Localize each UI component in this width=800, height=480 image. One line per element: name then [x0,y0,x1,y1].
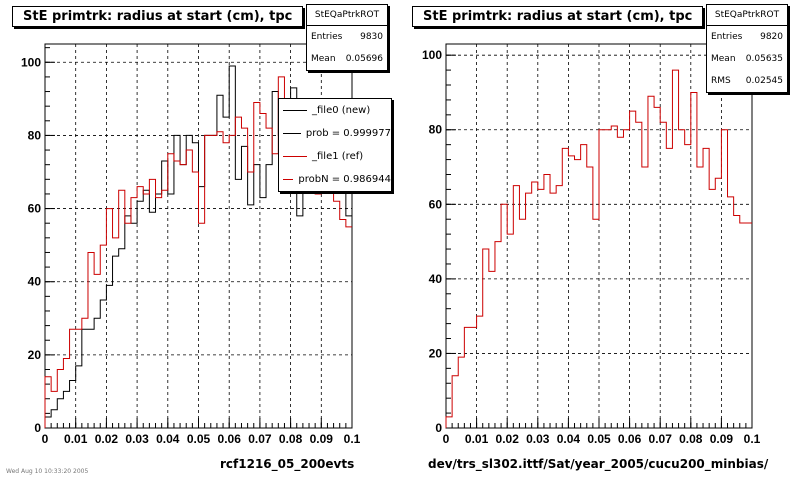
y-tick-label: 40 [429,272,443,286]
panel-1-stats-row: Mean 0.05696 [307,48,387,70]
y-tick-label: 40 [28,275,42,289]
y-tick-label: 60 [429,197,443,211]
x-tick-label: 0.06 [218,432,242,446]
x-tick-label: 0.08 [679,432,703,446]
panel-1-title: StE primtrk: radius at start (cm), tpc [12,6,304,27]
y-tick-label: 20 [429,346,443,360]
x-tick-label: 0 [42,432,49,446]
legend-swatch [283,179,294,180]
y-tick-label: 80 [28,128,42,142]
legend-swatch [283,110,307,111]
x-tick-label: 0 [443,432,450,446]
y-tick-label: 60 [28,202,42,216]
y-tick-label: 100 [422,48,442,62]
y-tick-label: 20 [28,348,42,362]
legend-entry: _file1 (ref) [279,145,391,168]
stat-label: Entries [711,32,743,42]
x-tick-label: 0.03 [526,432,550,446]
panel-1-x-title: rcf1216_05_200evts [220,457,355,471]
legend-label: _file1 (ref) [312,151,364,162]
stat-value: 0.02545 [745,76,783,86]
legend-label: _file0 (new) [312,105,371,116]
legend-label: probN = 0.986944 [298,174,391,185]
x-tick-label: 0.02 [496,432,520,446]
y-tick-label: 0 [435,421,442,435]
stat-label: Mean [311,54,336,64]
x-tick-label: 0.1 [344,432,361,446]
x-tick-label: 0.1 [744,432,761,446]
panel-1-legend: _file0 (new) prob = 0.999977 _file1 (ref… [278,98,392,192]
legend-swatch [283,133,301,134]
x-tick-label: 0.09 [710,432,734,446]
panel-2-stats-row: RMS 0.02545 [707,70,787,92]
x-tick-label: 0.07 [248,432,272,446]
stat-value: 0.05635 [745,54,783,64]
y-tick-label: 0 [34,421,41,435]
histogram-series-line [445,69,752,428]
timestamp-footnote: Wed Aug 10 10:33:20 2005 [6,468,89,475]
x-tick-label: 0.04 [557,432,581,446]
legend-entry: prob = 0.999977 [279,122,391,145]
legend-entry: _file0 (new) [279,99,391,122]
panel-2-stats-name: StEQaPtrkROT [707,5,787,26]
x-tick-label: 0.03 [125,432,149,446]
panel-2-x-title: dev/trs_sl302.ittf/Sat/year_2005/cucu200… [428,457,769,471]
legend-swatch [283,156,307,157]
panel-2-stats-row: Entries 9820 [707,26,787,48]
panel-2-stats-row: Mean 0.05635 [707,48,787,70]
stat-label: Entries [311,32,343,42]
stat-value: 0.05696 [345,54,383,64]
x-tick-label: 0.01 [465,432,489,446]
panel-1-stats-box: StEQaPtrkROT Entries 9830 Mean 0.05696 [306,4,388,71]
x-tick-label: 0.07 [649,432,673,446]
x-tick-label: 0.05 [187,432,211,446]
legend-label: prob = 0.999977 [305,128,391,139]
x-tick-label: 0.01 [64,432,88,446]
panel-1-stats-name: StEQaPtrkROT [307,5,387,26]
stat-value: 9820 [760,32,783,42]
x-tick-label: 0.02 [95,432,119,446]
panel-2-title: StE primtrk: radius at start (cm), tpc [412,6,704,27]
stat-value: 9830 [360,32,383,42]
x-tick-label: 0.05 [587,432,611,446]
x-tick-label: 0.09 [310,432,334,446]
x-tick-label: 0.08 [279,432,303,446]
legend-entry: probN = 0.986944 [279,168,391,191]
stat-label: RMS [711,76,731,86]
stat-label: Mean [711,54,736,64]
panel-1-stats-row: Entries 9830 [307,26,387,48]
x-tick-label: 0.04 [156,432,180,446]
y-tick-label: 100 [21,55,41,69]
panel-2-stats-box: StEQaPtrkROT Entries 9820 Mean 0.05635 R… [706,4,788,93]
x-tick-label: 0.06 [618,432,642,446]
y-tick-label: 80 [429,123,443,137]
histogram-series-line [44,65,352,428]
